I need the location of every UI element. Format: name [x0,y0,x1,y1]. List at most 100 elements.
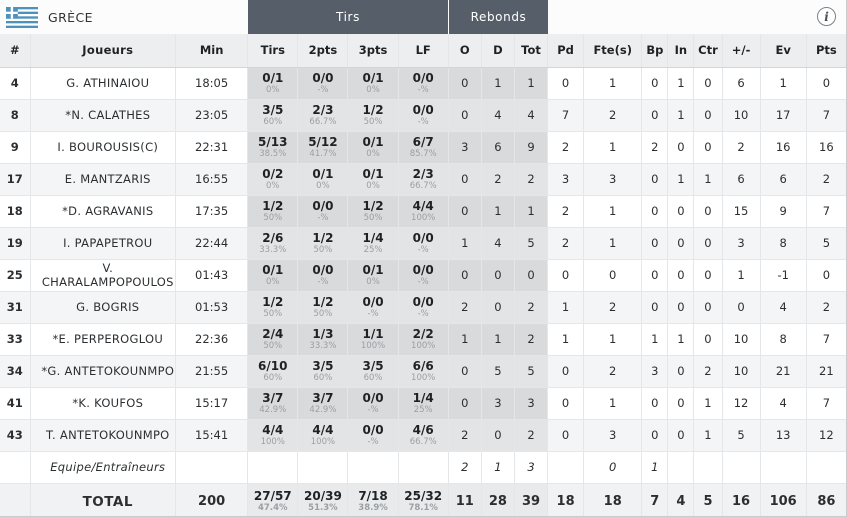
col-header-3pts[interactable]: 3pts [347,34,399,68]
cell-bp: 0 [641,227,669,260]
cell-2pts-pct: 42.9% [309,404,337,415]
cell-2pts: 3/5 60% [297,355,349,388]
table-row[interactable]: 9 I. BOUROUSIS(C) 22:31 5/13 38.5% 5/12 41.7% 0… [0,131,846,164]
cell-d: 0 [481,419,515,452]
cell-o: 0 [448,195,482,228]
table-row[interactable]: 33 *E. PERPEROGLOU 22:36 2/4 50% 1/3 33.3% 1/1 1… [0,323,846,356]
cell-2pts-value: 1/2 [312,230,334,245]
cell-2pts-pct: 66.7% [309,116,337,127]
col-header-tot[interactable]: Tot [514,34,549,68]
cell-tirs-value: 0/1 [262,70,284,85]
cell-bp: 2 [641,131,669,164]
cell-fte: 1 [583,387,643,420]
col-header-min[interactable]: Min [175,34,249,68]
cell-tirs-pct: 38.5% [259,148,287,159]
table-row[interactable]: 19 I. PAPAPETROU 22:44 2/6 33.3% 1/2 50% 1/4 25%… [0,227,846,260]
col-header-2pts[interactable]: 2pts [297,34,349,68]
cell-3pts-pct: 100% [360,340,386,351]
cell-3pts-value: 0/0 [362,390,384,405]
cell-player-name[interactable]: I. BOUROUSIS(C) [30,131,177,164]
cell-player-name[interactable]: T. ANTETOKOUNMPO [30,419,177,452]
table-row[interactable]: 43 T. ANTETOKOUNMPO 15:41 4/4 100% 4/4 100% 0/0… [0,419,846,452]
col-header-pts[interactable]: Pts [806,34,846,68]
cell-2pts: 0/0 -% [297,67,349,100]
cell-3pts: 1/2 50% [347,195,399,228]
col-header-player[interactable]: Joueurs [30,34,177,68]
cell-3pts: 0/1 0% [347,259,399,292]
cell-plusminus: 6 [722,163,761,196]
table-row[interactable]: 18 *D. AGRAVANIS 17:35 1/2 50% 0/0 -% 1/2 50% 4/4… [0,195,846,228]
cell-fte: 1 [583,227,643,260]
cell-tirs: 4/4 100% [247,419,299,452]
cell-o: 2 [448,291,482,324]
col-header-tirs[interactable]: Tirs [247,34,299,68]
cell-2pts-value: 1/2 [312,294,334,309]
cell-player-name[interactable]: *E. PERPEROGLOU [30,323,177,356]
cell-player-name[interactable]: G. ATHINAIOU [30,67,177,100]
cell-lf-value: 0/0 [412,102,434,117]
col-header-pd[interactable]: Pd [547,34,585,68]
cell-2pts-value: 0/0 [312,262,334,277]
cell-player-number: 33 [0,323,31,356]
cell-3pts: 1/1 100% [347,323,399,356]
cell-player-name[interactable]: *N. CALATHES [30,99,177,132]
team-cell-3pts [347,451,399,484]
cell-player-name[interactable]: *G. ANTETOKOUNMPO [30,355,177,388]
total-cell-3pts: 7/18 38.9% [347,482,399,516]
total-cell-3pts-pct: 38.9% [358,503,388,514]
cell-player-name[interactable]: I. PAPAPETROU [30,227,177,260]
table-row[interactable]: 8 *N. CALATHES 23:05 3/5 60% 2/3 66.7% 1/2 50% 0/… [0,99,846,132]
cell-2pts-pct: 33.3% [309,340,337,351]
cell-tirs-pct: 42.9% [259,404,287,415]
cell-player-name[interactable]: V. CHARALAMPOPOULOS [30,259,177,292]
cell-in: 0 [667,227,695,260]
col-header-bp[interactable]: Bp [641,34,669,68]
col-header-ctr[interactable]: Ctr [693,34,723,68]
cell-2pts-pct: 60% [313,372,333,383]
cell-player-name[interactable]: G. BOGRIS [30,291,177,324]
cell-2pts-pct: -% [317,84,329,95]
team-cell-in [667,451,695,484]
greece-flag-icon [6,6,38,28]
cell-ev: 8 [760,323,807,356]
cell-2pts: 2/3 66.7% [297,99,349,132]
cell-tirs-value: 0/2 [262,166,284,181]
table-row[interactable]: 4 G. ATHINAIOU 18:05 0/1 0% 0/0 -% 0/1 0% 0/0 -% 0 1… [0,67,846,100]
cell-tot: 9 [514,131,549,164]
cell-in: 1 [667,67,695,100]
cell-tirs-pct: 60% [263,372,283,383]
cell-o: 2 [448,419,482,452]
team-cell-fte: 0 [583,451,643,484]
total-cell-lf: 25/32 78.1% [398,482,449,516]
table-row[interactable]: 41 *K. KOUFOS 15:17 3/7 42.9% 3/7 42.9% 0/0 -% 1/… [0,387,846,420]
col-header-in[interactable]: In [667,34,695,68]
cell-3pts-value: 1/4 [362,230,384,245]
col-header-ev[interactable]: Ev [760,34,807,68]
cell-player-name[interactable]: *K. KOUFOS [30,387,177,420]
cell-lf-value: 2/3 [412,166,434,181]
table-row[interactable]: 17 E. MANTZARIS 16:55 0/2 0% 0/1 0% 0/1 0% 2/3 66.… [0,163,846,196]
cell-lf-pct: -% [417,116,429,127]
info-icon[interactable]: i [817,7,836,26]
cell-plusminus: 6 [722,67,761,100]
table-row[interactable]: 31 G. BOGRIS 01:53 1/2 50% 1/2 50% 0/0 -% 0/0 -% 2 0… [0,291,846,324]
cell-lf-pct: -% [417,244,429,255]
cell-3pts-pct: 0% [366,84,380,95]
col-header-d[interactable]: D [481,34,515,68]
cell-plusminus: 15 [722,195,761,228]
cell-team-number [0,451,31,484]
cell-plusminus: 2 [722,131,761,164]
team-cell-bp: 1 [641,451,669,484]
col-header-number[interactable]: # [0,34,31,68]
cell-2pts-pct: -% [317,276,329,287]
cell-player-name[interactable]: *D. AGRAVANIS [30,195,177,228]
table-row[interactable]: 34 *G. ANTETOKOUNMPO 21:55 6/10 60% 3/5 60% 3/5… [0,355,846,388]
col-header-lf[interactable]: LF [398,34,449,68]
table-row[interactable]: 25 V. CHARALAMPOPOULOS 01:43 0/1 0% 0/0 -% 0/1 0… [0,259,846,292]
cell-player-name[interactable]: E. MANTZARIS [30,163,177,196]
cell-o: 0 [448,355,482,388]
cell-o: 0 [448,387,482,420]
col-header-fte[interactable]: Fte(s) [583,34,643,68]
col-header-o[interactable]: O [448,34,482,68]
col-header-plusminus[interactable]: +/- [722,34,761,68]
